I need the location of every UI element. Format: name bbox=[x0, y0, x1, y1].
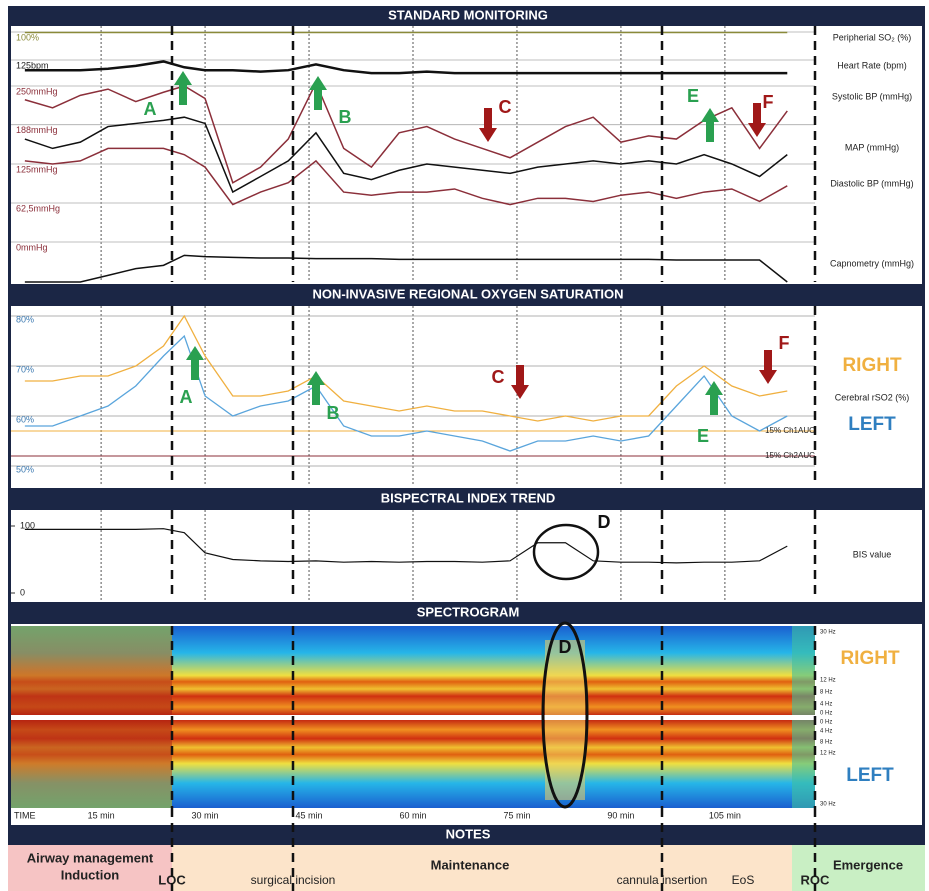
y-tick-label: 0 bbox=[20, 587, 25, 597]
freq-label: 4 Hz bbox=[820, 729, 832, 735]
title: NON-INVASIVE REGIONAL OXYGEN SATURATION bbox=[312, 286, 623, 301]
arrow bbox=[174, 71, 192, 105]
arrow bbox=[511, 365, 529, 399]
y-tick-label: 62,5mmHg bbox=[16, 203, 60, 213]
title: SPECTROGRAM bbox=[417, 604, 520, 619]
y-tick-label: 60% bbox=[16, 414, 34, 424]
title: BISPECTRAL INDEX TREND bbox=[381, 490, 556, 505]
freq-label: 30 Hz bbox=[820, 630, 836, 636]
annotation: B bbox=[327, 403, 340, 423]
freq-label: 12 Hz bbox=[820, 751, 836, 757]
annotation: E bbox=[687, 86, 699, 106]
annotation: A bbox=[144, 99, 157, 119]
freq-label: 12 Hz bbox=[820, 678, 836, 684]
axis-label: TIME bbox=[14, 810, 36, 820]
legend-label: LEFT bbox=[848, 414, 896, 435]
arrow bbox=[479, 108, 497, 142]
y-tick-label: 188mmHg bbox=[16, 125, 58, 135]
y-tick-label: 100% bbox=[16, 32, 39, 42]
legend-label: RIGHT bbox=[842, 355, 902, 376]
annotation: E bbox=[697, 426, 709, 446]
freq-label: 8 Hz bbox=[820, 690, 832, 696]
side-label: LEFT bbox=[846, 765, 894, 786]
freq-label: 30 Hz bbox=[820, 802, 836, 808]
trace bbox=[24, 528, 788, 564]
event: ROC bbox=[801, 872, 831, 887]
arrow bbox=[705, 381, 723, 415]
notes-bg bbox=[8, 845, 925, 891]
trace bbox=[24, 147, 788, 206]
highlight bbox=[532, 523, 600, 581]
annotation: D bbox=[559, 637, 572, 657]
phase: Airway management bbox=[27, 850, 154, 865]
annotation: B bbox=[339, 107, 352, 127]
trace bbox=[24, 254, 788, 283]
event: EoS bbox=[732, 873, 755, 887]
trace bbox=[24, 116, 788, 194]
freq-label: 8 Hz bbox=[820, 740, 832, 746]
spectrogram-image bbox=[11, 621, 815, 809]
legend-label: Capnometry (mmHg) bbox=[830, 258, 914, 268]
trace bbox=[24, 314, 788, 422]
phase: Emergence bbox=[833, 857, 903, 872]
arrow bbox=[748, 103, 766, 137]
x-tick-label: 105 min bbox=[709, 810, 741, 820]
side-label: RIGHT bbox=[840, 648, 900, 669]
annotation: C bbox=[492, 367, 505, 387]
y-tick-label: 80% bbox=[16, 314, 34, 324]
annotation: A bbox=[180, 387, 193, 407]
x-tick-label: 60 min bbox=[399, 810, 426, 820]
arrow bbox=[307, 371, 325, 405]
axis-label: Cerebral rSO2 (%) bbox=[835, 392, 910, 402]
legend-label: Heart Rate (bpm) bbox=[837, 60, 907, 70]
legend-label: Diastolic BP (mmHg) bbox=[830, 178, 913, 188]
arrow bbox=[701, 108, 719, 142]
axis-label: BIS value bbox=[853, 549, 892, 559]
y-tick-label: 125bpm bbox=[16, 60, 49, 70]
title: NOTES bbox=[446, 826, 491, 841]
event: LOC bbox=[158, 872, 186, 887]
annotation: F bbox=[763, 92, 774, 112]
y-tick-label: 50% bbox=[16, 464, 34, 474]
arrow bbox=[186, 346, 204, 380]
y-tick-label: 250mmHg bbox=[16, 86, 58, 96]
annotation: C bbox=[499, 97, 512, 117]
title: STANDARD MONITORING bbox=[388, 7, 548, 22]
annotation: D bbox=[598, 512, 611, 532]
headers bbox=[8, 6, 925, 845]
legend-label: Systolic BP (mmHg) bbox=[832, 91, 912, 101]
freq-label: 0 Hz bbox=[820, 720, 832, 726]
trace bbox=[24, 60, 788, 75]
phase: Maintenance bbox=[431, 857, 510, 872]
phase: Induction bbox=[61, 867, 120, 882]
arrow bbox=[759, 350, 777, 384]
freq-label: 0 Hz bbox=[820, 711, 832, 717]
event: surgical incision bbox=[251, 873, 336, 887]
y-tick-label: 0mmHg bbox=[16, 242, 48, 252]
x-tick-label: 30 min bbox=[192, 810, 219, 820]
threshold-label: 15% Ch1AUC bbox=[765, 426, 815, 435]
y-tick-label: 70% bbox=[16, 364, 34, 374]
threshold-label: 15% Ch2AUC bbox=[765, 451, 815, 460]
x-tick-label: 90 min bbox=[607, 810, 634, 820]
trace bbox=[24, 334, 788, 452]
x-tick-label: 15 min bbox=[88, 810, 115, 820]
event: cannula insertion bbox=[617, 873, 708, 887]
annotation: F bbox=[779, 333, 790, 353]
x-tick-label: 75 min bbox=[503, 810, 530, 820]
legend-label: MAP (mmHg) bbox=[845, 142, 899, 152]
legend-label: Peripherial SO₂ (%) bbox=[833, 32, 912, 42]
y-tick-label: 125mmHg bbox=[16, 164, 58, 174]
trace bbox=[24, 81, 788, 184]
x-tick-label: 45 min bbox=[296, 810, 323, 820]
y-tick-label: 100 bbox=[20, 520, 35, 530]
freq-label: 4 Hz bbox=[820, 702, 832, 708]
arrow bbox=[309, 76, 327, 110]
